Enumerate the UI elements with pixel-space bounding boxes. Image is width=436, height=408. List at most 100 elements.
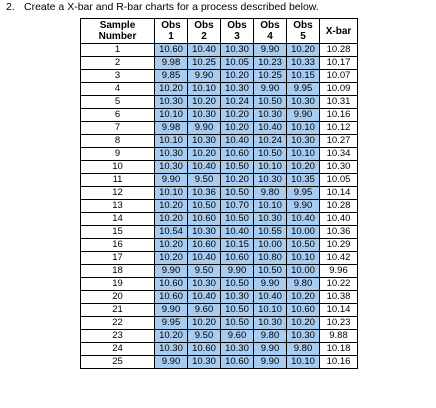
obs-3-cell: 10.60 — [220, 251, 254, 265]
xbar-cell: 10.28 — [319, 43, 358, 57]
obs-3-cell: 10.24 — [220, 95, 254, 109]
obs-2-cell: 10.50 — [187, 199, 221, 213]
obs-2-cell: 10.30 — [187, 225, 221, 239]
obs-1-cell: 10.30 — [154, 160, 188, 174]
obs-4-cell: 10.25 — [253, 69, 287, 83]
table-header-row: Sample Number Obs 1 Obs 2 Obs 3 Obs 4 Ob… — [80, 18, 358, 44]
obs-1-cell: 9.85 — [154, 69, 188, 83]
table-row: 1 10.60 10.40 10.30 9.90 10.20 10.28 — [80, 43, 358, 57]
obs-3-cell: 10.15 — [220, 238, 254, 252]
obs-4-cell: 9.80 — [253, 329, 287, 343]
obs-3-cell: 10.60 — [220, 355, 254, 369]
table-row: 10 10.30 10.40 10.50 10.10 10.20 10.30 — [80, 160, 358, 174]
obs-1-cell: 10.60 — [154, 290, 188, 304]
header-obs-3: Obs 3 — [220, 18, 254, 44]
table-row: 23 10.20 9.50 9.60 9.80 10.30 9.88 — [80, 329, 358, 343]
xbar-cell: 10.27 — [319, 134, 358, 148]
header-obs-1-line2: 1 — [168, 31, 174, 42]
obs-1-cell: 10.60 — [154, 43, 188, 57]
table-row: 16 10.20 10.60 10.15 10.00 10.50 10.29 — [80, 238, 358, 252]
obs-4-cell: 9.90 — [253, 43, 287, 57]
obs-5-cell: 9.80 — [286, 277, 320, 291]
obs-5-cell: 10.30 — [286, 329, 320, 343]
header-obs-4-line2: 4 — [267, 31, 273, 42]
obs-2-cell: 10.20 — [187, 316, 221, 330]
sample-number-cell: 6 — [80, 108, 155, 122]
table-row: 8 10.10 10.30 10.40 10.24 10.30 10.27 — [80, 134, 358, 148]
obs-2-cell: 10.30 — [187, 355, 221, 369]
obs-1-cell: 9.98 — [154, 121, 188, 135]
obs-4-cell: 9.90 — [253, 277, 287, 291]
table-row: 19 10.60 10.30 10.50 9.90 9.80 10.22 — [80, 277, 358, 291]
xbar-cell: 10.38 — [319, 290, 358, 304]
obs-2-cell: 10.30 — [187, 134, 221, 148]
xbar-cell: 10.29 — [319, 238, 358, 252]
sample-number-cell: 19 — [80, 277, 155, 291]
obs-3-cell: 10.50 — [220, 186, 254, 200]
xbar-cell: 10.34 — [319, 147, 358, 161]
obs-1-cell: 9.90 — [154, 303, 188, 317]
obs-4-cell: 10.24 — [253, 134, 287, 148]
obs-3-cell: 10.50 — [220, 316, 254, 330]
sample-number-cell: 8 — [80, 134, 155, 148]
sample-number-cell: 22 — [80, 316, 155, 330]
header-xbar: X-bar — [319, 18, 358, 44]
xbar-cell: 10.14 — [319, 186, 358, 200]
obs-5-cell: 10.60 — [286, 303, 320, 317]
sample-number-cell: 23 — [80, 329, 155, 343]
obs-4-cell: 10.50 — [253, 264, 287, 278]
obs-5-cell: 10.40 — [286, 212, 320, 226]
obs-1-cell: 10.30 — [154, 342, 188, 356]
xbar-cell: 10.28 — [319, 199, 358, 213]
obs-3-cell: 10.30 — [220, 290, 254, 304]
obs-1-cell: 10.20 — [154, 199, 188, 213]
table-row: 17 10.20 10.40 10.60 10.80 10.10 10.42 — [80, 251, 358, 265]
obs-1-cell: 10.20 — [154, 212, 188, 226]
table-row: 22 9.95 10.20 10.50 10.30 10.20 10.23 — [80, 316, 358, 330]
table-row: 18 9.90 9.50 9.90 10.50 10.00 9.96 — [80, 264, 358, 278]
obs-4-cell: 9.90 — [253, 342, 287, 356]
obs-1-cell: 9.95 — [154, 316, 188, 330]
obs-1-cell: 10.60 — [154, 277, 188, 291]
table-row: 15 10.54 10.30 10.40 10.55 10.00 10.36 — [80, 225, 358, 239]
obs-3-cell: 10.05 — [220, 56, 254, 70]
obs-5-cell: 10.50 — [286, 238, 320, 252]
obs-2-cell: 10.40 — [187, 290, 221, 304]
obs-1-cell: 9.90 — [154, 264, 188, 278]
question-text: Create a X-bar and R-bar charts for a pr… — [24, 1, 319, 13]
obs-2-cell: 9.60 — [187, 303, 221, 317]
obs-3-cell: 10.30 — [220, 342, 254, 356]
sample-number-cell: 17 — [80, 251, 155, 265]
obs-4-cell: 10.30 — [253, 212, 287, 226]
sample-number-cell: 13 — [80, 199, 155, 213]
xbar-cell: 10.23 — [319, 316, 358, 330]
obs-3-cell: 9.60 — [220, 329, 254, 343]
obs-3-cell: 10.50 — [220, 277, 254, 291]
table-row: 13 10.20 10.50 10.70 10.10 9.90 10.28 — [80, 199, 358, 213]
sample-number-cell: 12 — [80, 186, 155, 200]
obs-4-cell: 10.00 — [253, 238, 287, 252]
obs-3-cell: 10.20 — [220, 173, 254, 187]
sample-number-cell: 18 — [80, 264, 155, 278]
sample-number-cell: 16 — [80, 238, 155, 252]
table-row: 9 10.30 10.20 10.60 10.50 10.10 10.34 — [80, 147, 358, 161]
sample-number-cell: 21 — [80, 303, 155, 317]
xbar-cell: 10.18 — [319, 342, 358, 356]
obs-3-cell: 10.50 — [220, 303, 254, 317]
question-number: 2. — [6, 1, 15, 13]
sample-number-cell: 14 — [80, 212, 155, 226]
sample-number-cell: 25 — [80, 355, 155, 369]
xbar-cell: 10.17 — [319, 56, 358, 70]
obs-4-cell: 10.23 — [253, 56, 287, 70]
obs-3-cell: 10.20 — [220, 69, 254, 83]
obs-1-cell: 10.10 — [154, 108, 188, 122]
obs-2-cell: 9.50 — [187, 264, 221, 278]
sample-number-cell: 11 — [80, 173, 155, 187]
xbar-cell: 10.12 — [319, 121, 358, 135]
obs-2-cell: 10.20 — [187, 147, 221, 161]
header-obs-4-line1: Obs — [260, 20, 280, 31]
obs-1-cell: 9.90 — [154, 173, 188, 187]
obs-5-cell: 9.95 — [286, 186, 320, 200]
obs-2-cell: 10.60 — [187, 238, 221, 252]
xbar-cell: 9.88 — [319, 329, 358, 343]
